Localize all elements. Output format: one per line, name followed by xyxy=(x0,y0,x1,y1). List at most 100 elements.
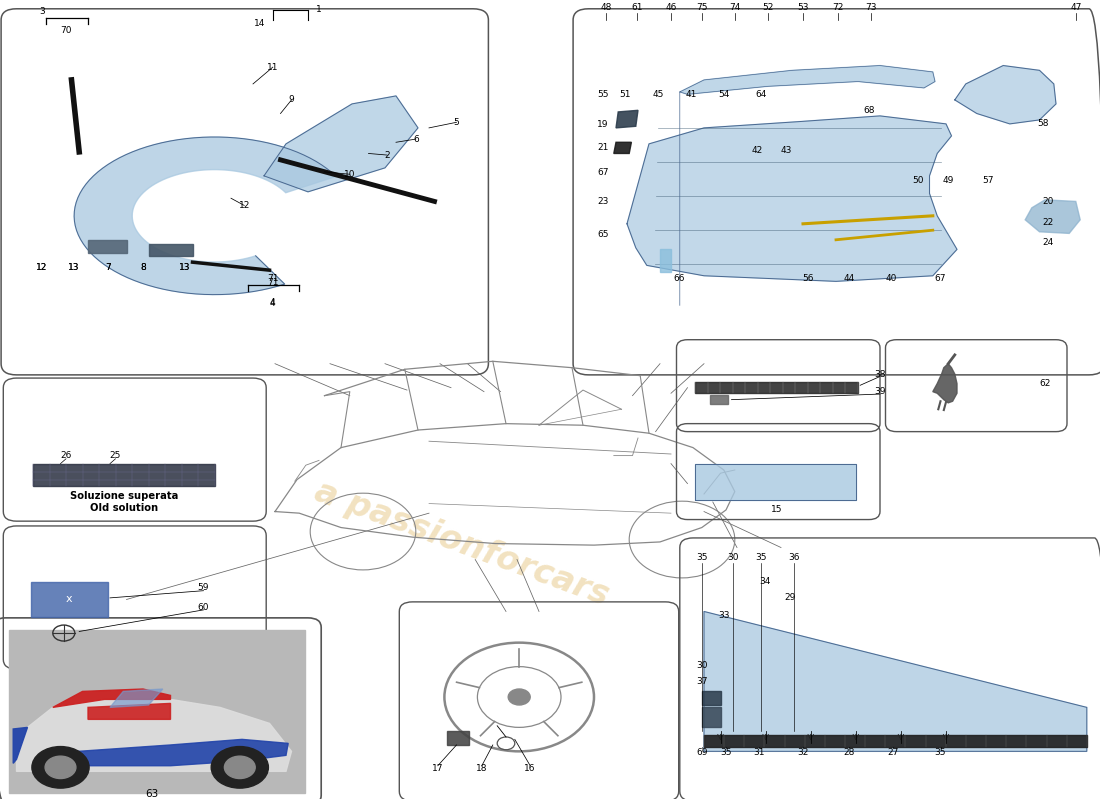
Text: 27: 27 xyxy=(888,749,899,758)
Polygon shape xyxy=(616,110,638,128)
Text: 50: 50 xyxy=(913,176,924,185)
Text: 71: 71 xyxy=(267,274,278,282)
Text: 1: 1 xyxy=(316,5,322,14)
Polygon shape xyxy=(110,689,163,707)
Text: 51: 51 xyxy=(619,90,630,99)
Text: 43: 43 xyxy=(781,146,792,154)
Text: 24: 24 xyxy=(1043,238,1054,247)
Text: 26: 26 xyxy=(60,451,72,460)
Text: 4: 4 xyxy=(270,299,276,308)
Text: 46: 46 xyxy=(666,3,676,13)
Text: 47: 47 xyxy=(1070,3,1081,13)
Text: 35: 35 xyxy=(756,554,767,562)
Text: 75: 75 xyxy=(696,3,707,13)
Text: 66: 66 xyxy=(673,274,684,282)
Text: 37: 37 xyxy=(696,677,707,686)
Polygon shape xyxy=(16,699,292,771)
Text: 30: 30 xyxy=(696,661,707,670)
Text: 38: 38 xyxy=(874,370,886,378)
Polygon shape xyxy=(447,731,469,745)
Text: 28: 28 xyxy=(844,749,855,758)
Text: 5: 5 xyxy=(453,118,460,126)
Text: 29: 29 xyxy=(784,594,795,602)
Text: 13: 13 xyxy=(179,263,190,272)
Text: 7: 7 xyxy=(104,263,111,272)
Text: x: x xyxy=(66,594,73,605)
Text: 59: 59 xyxy=(198,583,209,592)
Text: 44: 44 xyxy=(844,274,855,282)
Text: 13: 13 xyxy=(68,263,79,272)
Text: 35: 35 xyxy=(696,554,707,562)
Text: 12: 12 xyxy=(36,263,47,272)
Polygon shape xyxy=(955,66,1056,124)
Text: 54: 54 xyxy=(718,90,729,99)
Text: 74: 74 xyxy=(729,3,740,13)
Text: 71: 71 xyxy=(267,278,278,286)
Text: 36: 36 xyxy=(789,554,800,562)
Text: 34: 34 xyxy=(759,578,770,586)
Text: 35: 35 xyxy=(720,749,732,758)
Text: 22: 22 xyxy=(1043,218,1054,226)
Polygon shape xyxy=(9,630,305,793)
Text: 60: 60 xyxy=(198,603,209,612)
Text: 45: 45 xyxy=(652,90,663,99)
Circle shape xyxy=(224,756,255,778)
Text: 72: 72 xyxy=(833,3,844,13)
Polygon shape xyxy=(31,582,108,617)
Polygon shape xyxy=(680,66,935,94)
Polygon shape xyxy=(55,739,288,766)
Text: 6: 6 xyxy=(412,134,419,143)
Text: 69: 69 xyxy=(696,749,707,758)
Text: 53: 53 xyxy=(798,3,808,13)
Polygon shape xyxy=(933,364,957,403)
Text: 48: 48 xyxy=(601,3,612,13)
Polygon shape xyxy=(53,689,170,707)
Polygon shape xyxy=(614,142,631,154)
Text: 65: 65 xyxy=(597,230,608,239)
Text: 32: 32 xyxy=(798,749,808,758)
Text: 20: 20 xyxy=(1043,197,1054,206)
Text: 68: 68 xyxy=(864,106,874,115)
Text: 42: 42 xyxy=(751,146,762,154)
Text: 11: 11 xyxy=(267,62,278,72)
Text: 55: 55 xyxy=(597,90,608,99)
Text: 23: 23 xyxy=(597,197,608,206)
Text: 41: 41 xyxy=(685,90,696,99)
Text: 49: 49 xyxy=(943,176,954,185)
Polygon shape xyxy=(88,703,170,719)
Polygon shape xyxy=(1025,200,1080,234)
Text: 12: 12 xyxy=(239,201,250,210)
Text: 9: 9 xyxy=(288,95,295,105)
Text: 70: 70 xyxy=(60,26,72,35)
Circle shape xyxy=(45,756,76,778)
Text: 62: 62 xyxy=(1040,379,1050,388)
Text: 64: 64 xyxy=(756,90,767,99)
Text: 61: 61 xyxy=(631,3,642,13)
Text: 2: 2 xyxy=(384,150,390,159)
Text: 16: 16 xyxy=(525,765,536,774)
Text: 33: 33 xyxy=(718,611,729,620)
Circle shape xyxy=(508,689,530,705)
Text: 73: 73 xyxy=(866,3,877,13)
Text: 8: 8 xyxy=(140,263,146,272)
Polygon shape xyxy=(264,96,418,192)
Text: 13: 13 xyxy=(68,263,79,272)
Text: 17: 17 xyxy=(432,765,443,774)
Polygon shape xyxy=(702,691,721,705)
Text: 8: 8 xyxy=(140,263,146,272)
Polygon shape xyxy=(13,727,28,763)
Text: 31: 31 xyxy=(754,749,764,758)
Polygon shape xyxy=(704,611,1087,751)
Text: Soluzione superata: Soluzione superata xyxy=(70,490,178,501)
Text: 35: 35 xyxy=(935,749,946,758)
Text: 21: 21 xyxy=(597,142,608,151)
Text: 15: 15 xyxy=(771,506,782,514)
Text: 14: 14 xyxy=(254,19,265,29)
Text: 12: 12 xyxy=(36,263,47,272)
Text: 25: 25 xyxy=(110,451,121,460)
Text: 4: 4 xyxy=(270,298,276,306)
Circle shape xyxy=(211,746,268,788)
Text: 67: 67 xyxy=(597,168,608,177)
Text: 52: 52 xyxy=(762,3,773,13)
Text: 39: 39 xyxy=(874,387,886,396)
